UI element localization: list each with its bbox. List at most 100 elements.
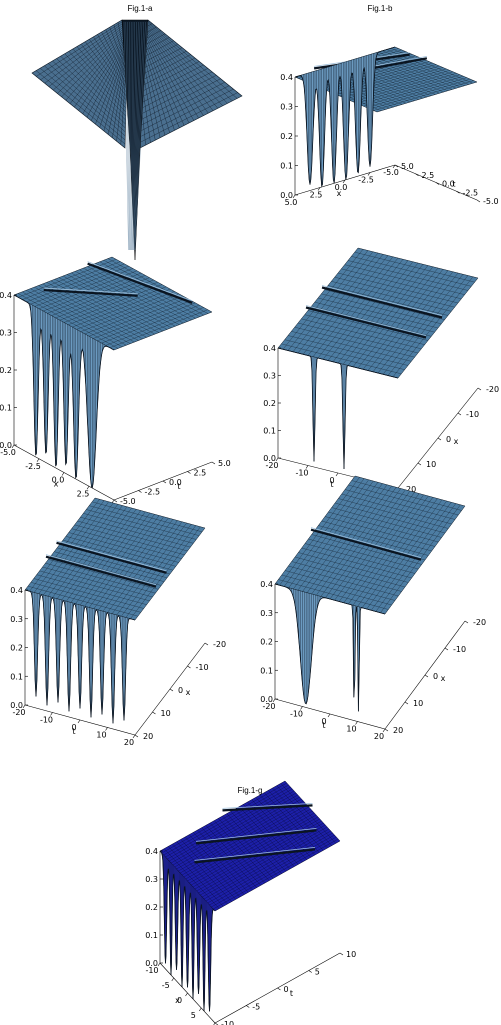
axis-1-name: t [330, 480, 333, 489]
axis-1-tick [300, 706, 303, 710]
curtain-edge [13, 294, 115, 489]
surface-plot-c: 0.0 0.1 0.2 0.3 0.4 -5.0 -2.5 0.0 2.5 5.0 -5.0 -2.5… [0, 256, 231, 512]
z-tick-label: 0.3 [263, 372, 276, 381]
z-tick-label: 0.1 [263, 427, 276, 436]
axis-2-tick [113, 499, 118, 503]
mesh-line [103, 50, 127, 132]
axis-1-tick-label: -5 [162, 981, 170, 990]
ridge-highlight [195, 828, 317, 842]
axis-1-tick-label: 20 [374, 732, 384, 741]
axis-2-tick-label: -10 [453, 645, 466, 654]
mesh-line [272, 787, 328, 849]
mesh-line [78, 39, 125, 111]
mesh-line [347, 260, 469, 291]
axis-1-name: t [322, 721, 325, 730]
mesh-line [135, 85, 230, 134]
z-tick-label: 0.3 [0, 329, 12, 338]
axis-2-tick-label: 0.0 [442, 180, 455, 189]
spike-mesh-line [130, 21, 132, 251]
surface-g [159, 780, 341, 1012]
axis-1-tick [86, 486, 90, 490]
axis-2-tick [437, 437, 442, 441]
ridge-highlight [310, 527, 422, 559]
axis-1-tick-label: 2.5 [310, 191, 323, 200]
mesh-line [112, 54, 127, 138]
axis-1-tick-label: 5 [191, 1011, 196, 1020]
axis-2-tick-label: 0 [446, 435, 451, 444]
mesh-line [213, 838, 339, 910]
axis-1-tick [132, 734, 136, 739]
mesh-line [89, 505, 200, 536]
z-tick-label: 0.2 [280, 132, 293, 141]
axis-2-tick [187, 665, 191, 669]
mesh-line [142, 23, 209, 114]
axis-2-tick-label: -2.5 [145, 488, 161, 497]
axis-2-tick [246, 1005, 250, 1008]
axis-2-name: t [290, 989, 293, 998]
surface-e [24, 497, 206, 724]
spike-mesh-line [134, 21, 146, 251]
axis-1-tick-label: 0.0 [52, 476, 65, 485]
axis-1-tick [77, 719, 81, 724]
axis-2-tick [417, 462, 422, 466]
axis-2-tick [384, 728, 389, 732]
axis-2-name: t [452, 180, 455, 189]
axis-2-tick [211, 461, 216, 465]
axis-2-tick-label: 20 [143, 732, 153, 741]
axis-2-tick [476, 199, 481, 203]
mesh-line [387, 275, 469, 376]
axis-2-tick-label: 20 [406, 485, 416, 494]
z-tick-label: 0.0 [263, 454, 276, 463]
mesh-line [390, 48, 473, 84]
axis-1-name: x [175, 996, 180, 1005]
mesh-line [134, 68, 208, 107]
mesh-line [370, 78, 471, 110]
axis-2-tick-label: -20 [213, 640, 226, 649]
spike-mesh-line [131, 21, 137, 251]
z-tick-label: 0.3 [260, 609, 273, 618]
axis-2-tick [169, 688, 174, 692]
axis-2-tick-label: 10 [346, 950, 356, 959]
axis-2-tick-label: -10 [196, 663, 209, 672]
ridge-highlight [43, 287, 138, 295]
ridge-highlight [87, 261, 193, 302]
z-tick-label: 0.4 [260, 580, 273, 589]
surface-b [294, 46, 478, 188]
axis-2-tick-label: 0 [433, 672, 438, 681]
spike-mesh-line [132, 21, 141, 251]
mesh-line [92, 501, 203, 532]
mesh-line [382, 274, 464, 375]
mesh-line [107, 52, 127, 135]
ridge [305, 306, 427, 339]
axis-1-tick [392, 164, 396, 169]
mesh-line [135, 92, 238, 145]
axis-2-tick-label: -10 [221, 1020, 234, 1025]
axis-1-tick [61, 472, 65, 476]
axis-2-tick-label: -20 [473, 618, 486, 627]
axis-1-tick-label: 0.0 [335, 183, 348, 192]
axis-1-tick [36, 458, 40, 462]
mesh-line [366, 77, 467, 108]
axis-1-tick-label: -20 [262, 702, 275, 711]
figure-panel-d: Fig.1-d 0.00.10.20.30.4-20-100102020100-… [255, 247, 501, 524]
axis-2-tick-label: 2.5 [422, 171, 435, 180]
axis-1-tick [171, 977, 174, 982]
mesh-line [80, 43, 127, 101]
axis-1-name: t [72, 727, 75, 736]
mesh-line [211, 836, 337, 908]
ridge-highlight [222, 803, 313, 809]
curtain-edge [274, 583, 386, 712]
axis-1-tick [272, 698, 276, 703]
spike-mesh-line [130, 21, 134, 251]
axis-2-tick-label: 5 [315, 968, 320, 977]
ridge [310, 528, 422, 561]
figure-title-a: Fig.1-a [127, 4, 153, 13]
axis-1-tick-label: -10 [290, 710, 303, 719]
axis-2-tick-label: -10 [466, 410, 479, 419]
surface-plot-b: 0.00.10.20.30.45.02.50.0-2.5-5.05.02.50.… [280, 46, 499, 207]
axis-1-tick-label: -10 [295, 469, 308, 478]
mesh-line [392, 276, 474, 377]
ridge-highlight [321, 285, 443, 316]
axis-2-tick [394, 164, 399, 168]
